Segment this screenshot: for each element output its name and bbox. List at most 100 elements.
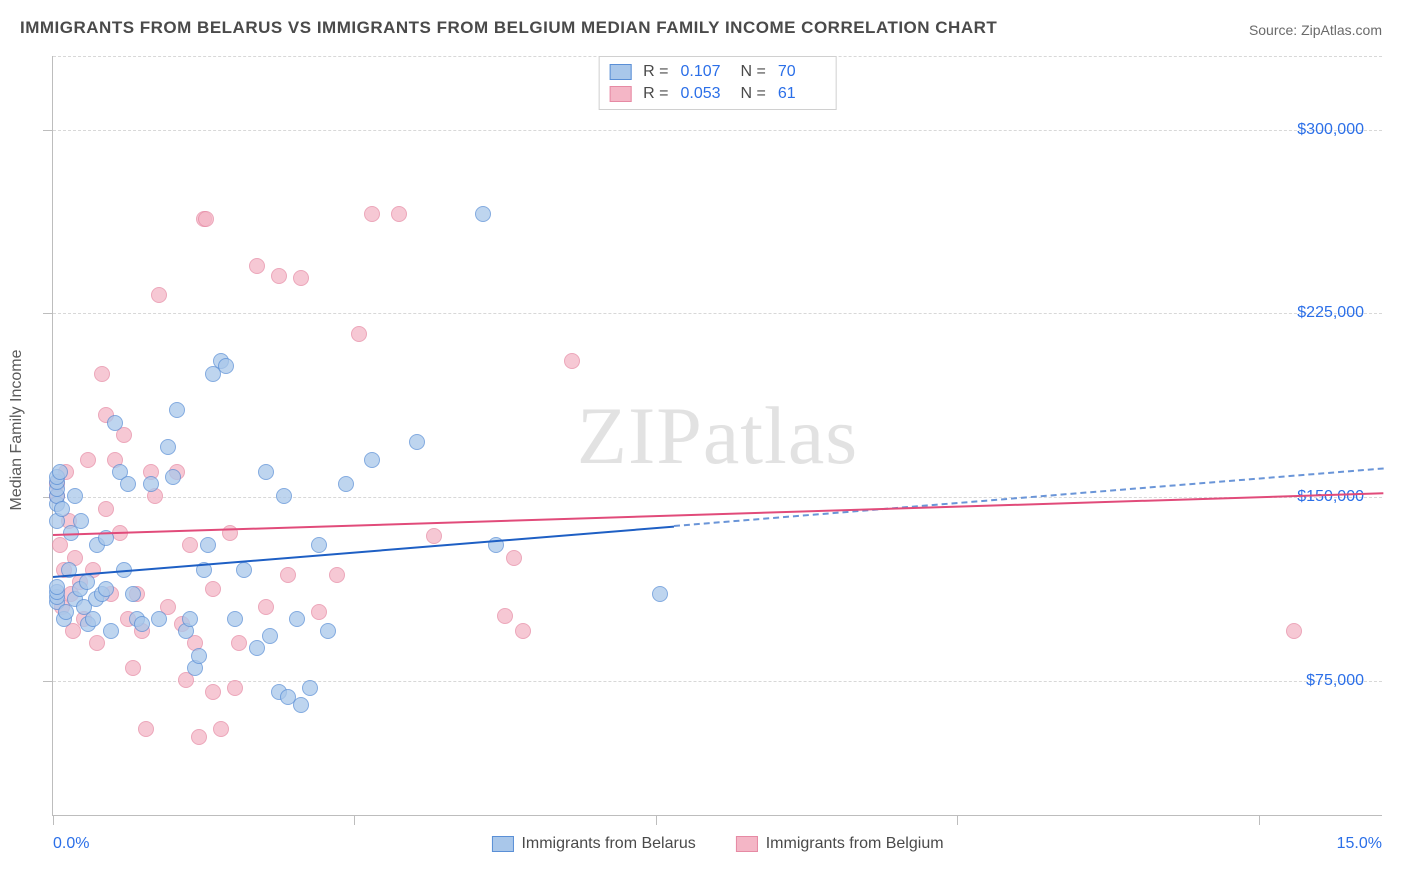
scatter-point [138,721,154,737]
trend-line [53,525,674,577]
scatter-point [258,599,274,615]
x-axis-max-label: 15.0% [1337,835,1382,853]
scatter-point [52,464,68,480]
scatter-point [231,635,247,651]
legend-n-value: 61 [778,85,826,103]
scatter-point [338,476,354,492]
series-legend: Immigrants from Belarus Immigrants from B… [491,835,943,853]
legend-swatch [491,836,513,852]
scatter-point [85,611,101,627]
scatter-point [262,628,278,644]
legend-swatch [736,836,758,852]
scatter-point [151,611,167,627]
y-tick-label: $75,000 [1306,672,1364,690]
scatter-point [134,616,150,632]
legend-r-value: 0.053 [681,85,729,103]
x-tick [354,815,355,825]
scatter-point [182,611,198,627]
legend-r-value: 0.107 [681,63,729,81]
scatter-point [1286,623,1302,639]
y-tick-label: $300,000 [1297,121,1364,139]
scatter-point [107,415,123,431]
scatter-point [293,697,309,713]
scatter-point [165,469,181,485]
scatter-point [236,562,252,578]
scatter-point [227,611,243,627]
legend-row: R = 0.053 N = 61 [609,83,826,105]
scatter-point [293,270,309,286]
scatter-point [191,648,207,664]
scatter-point [364,206,380,222]
scatter-point [311,604,327,620]
scatter-point [506,550,522,566]
scatter-point [249,258,265,274]
scatter-point [125,660,141,676]
scatter-point [302,680,318,696]
legend-r-label: R = [643,63,668,81]
scatter-point [497,608,513,624]
x-tick [53,815,54,825]
scatter-point [54,501,70,517]
scatter-point [160,439,176,455]
scatter-point [198,211,214,227]
scatter-point [103,623,119,639]
scatter-point [80,452,96,468]
plot-area: ZIPatlas R =0.107N =70R =0.053N =61 Immi… [52,56,1382,816]
legend-row: R =0.107N =70 [609,61,826,83]
x-tick [957,815,958,825]
scatter-point [409,434,425,450]
legend-n-value: 70 [778,63,826,81]
scatter-point [271,268,287,284]
scatter-point [218,358,234,374]
x-axis-min-label: 0.0% [53,835,89,853]
scatter-point [213,721,229,737]
gridline [53,313,1382,314]
scatter-point [329,567,345,583]
scatter-point [391,206,407,222]
scatter-point [515,623,531,639]
scatter-point [564,353,580,369]
scatter-point [79,574,95,590]
scatter-point [49,579,65,595]
gridline [53,130,1382,131]
scatter-point [249,640,265,656]
y-tick-label: $225,000 [1297,304,1364,322]
scatter-point [227,680,243,696]
scatter-point [205,581,221,597]
y-axis-label: Median Family Income [8,350,26,511]
scatter-point [205,684,221,700]
legend-series-name: Immigrants from Belgium [766,835,944,853]
legend-item: Immigrants from Belgium [736,835,944,853]
source-attribution: Source: ZipAtlas.com [1249,22,1382,38]
scatter-point [276,488,292,504]
watermark: ZIPatlas [577,389,858,483]
scatter-point [289,611,305,627]
legend-swatch [609,86,631,102]
y-tick [43,130,53,131]
x-tick [656,815,657,825]
scatter-point [351,326,367,342]
chart-title: IMMIGRANTS FROM BELARUS VS IMMIGRANTS FR… [20,18,997,38]
scatter-point [200,537,216,553]
scatter-point [364,452,380,468]
scatter-point [151,287,167,303]
x-tick [1259,815,1260,825]
legend-r-label: R = [643,85,668,103]
legend-n-label: N = [741,85,766,103]
scatter-point [94,366,110,382]
scatter-point [125,586,141,602]
scatter-point [169,402,185,418]
scatter-point [475,206,491,222]
trend-line [53,492,1383,536]
scatter-point [311,537,327,553]
scatter-point [320,623,336,639]
scatter-point [191,729,207,745]
scatter-point [73,513,89,529]
gridline [53,681,1382,682]
scatter-point [67,488,83,504]
legend-series-name: Immigrants from Belarus [521,835,695,853]
scatter-point [280,567,296,583]
correlation-legend: R = 0.107 N = 70 R = 0.053 N = 61 [598,56,837,110]
scatter-point [426,528,442,544]
scatter-point [98,581,114,597]
